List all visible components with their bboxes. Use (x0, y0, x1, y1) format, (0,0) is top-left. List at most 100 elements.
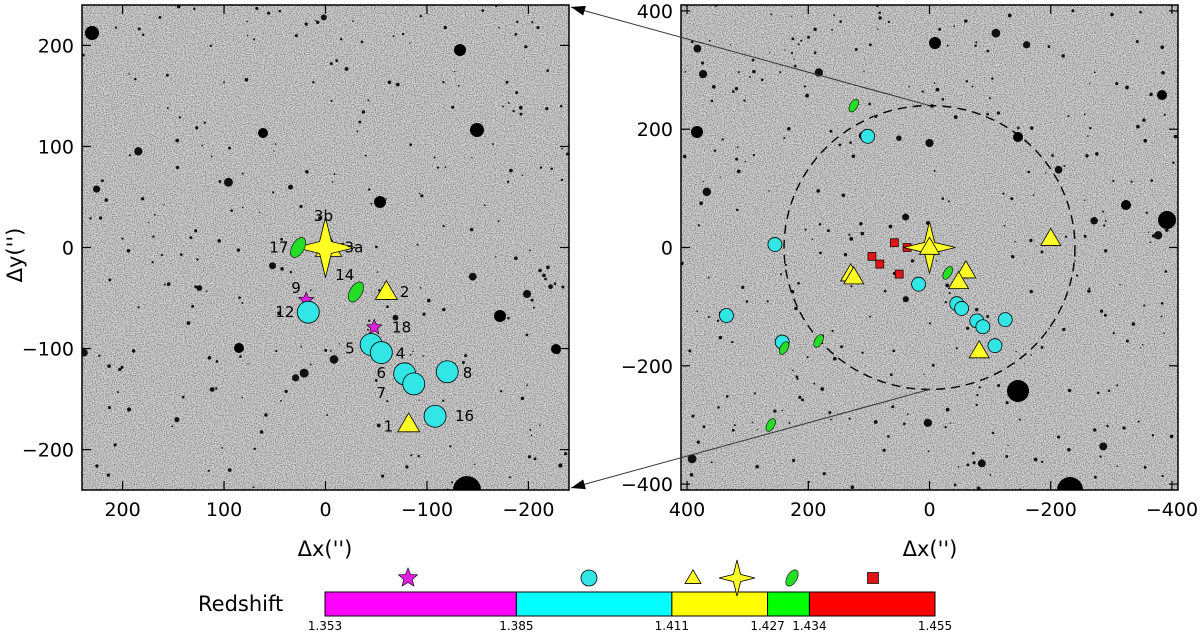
right-sky-star (708, 39, 711, 42)
left-sky-star (442, 307, 446, 312)
left-sky-star (195, 126, 199, 130)
right-sky-bright-source (1121, 200, 1131, 210)
right-sky-star (938, 27, 942, 31)
right-sky-star (698, 70, 708, 79)
right-sky-star (701, 61, 705, 65)
right-sky-star (1104, 219, 1107, 222)
right-sky-star (1142, 118, 1146, 122)
right-sky-star (822, 472, 826, 476)
left-sky-star (352, 20, 354, 23)
right-sky-star (770, 13, 773, 16)
right-sky-star (805, 93, 809, 98)
label-source-2: 2 (400, 283, 410, 301)
left-source-4 (369, 341, 393, 364)
right-circle (719, 308, 734, 323)
left-sky-star (89, 217, 92, 220)
left-sky-star (121, 237, 124, 240)
left-sky-star (207, 355, 212, 360)
left-sky-star (512, 110, 515, 113)
left-sky-star (288, 184, 294, 190)
left-sky-star (153, 213, 156, 216)
left-sky-star (420, 194, 424, 198)
left-sky-star (507, 316, 510, 320)
right-sky-star (986, 112, 990, 116)
left-sky-star (483, 204, 486, 206)
right-sky-star (787, 126, 791, 131)
right-sky-star (1005, 454, 1009, 458)
left-sky-star (473, 463, 476, 466)
right-sky-star (1022, 41, 1031, 49)
right-sky-star (797, 281, 800, 285)
right-sky-star (1149, 92, 1153, 97)
left-sky-star (194, 285, 198, 289)
left-sky-star (241, 396, 244, 399)
right-sky-star (719, 176, 721, 178)
right-xtick-label: −200 (1025, 499, 1077, 521)
right-sky-star (1141, 343, 1144, 346)
right-sky-star (710, 461, 713, 464)
left-sky-star (525, 333, 529, 337)
left-sky-star (253, 447, 256, 451)
left-sky-star (518, 105, 523, 110)
left-sky-star (223, 177, 233, 187)
left-sky-star (419, 14, 422, 18)
right-sky-star (976, 486, 981, 490)
connector-line (570, 6, 930, 107)
right-sky-star (1169, 434, 1174, 439)
left-sky-star (210, 155, 213, 158)
connector-line (570, 388, 930, 489)
left-sky-star (236, 248, 241, 252)
right-sky-star (1040, 250, 1044, 254)
left-sky-star (457, 84, 460, 87)
right-sky-star (1067, 115, 1070, 118)
left-sky-star (442, 81, 445, 84)
colorbar-label: Redshift (198, 592, 283, 616)
connector-arrowhead (571, 5, 586, 16)
label-source-3b: 3b (314, 207, 333, 225)
colorbar-tick-label: 1.411 (655, 619, 689, 633)
left-sky-bright-source (374, 196, 386, 208)
right-sky-star (1096, 391, 1100, 395)
left-sky-star (128, 73, 130, 75)
right-sky-star (1102, 210, 1105, 213)
left-sky-star (305, 169, 309, 174)
label-source-3a: 3a (345, 239, 364, 257)
right-sky-star (793, 58, 795, 60)
left-sky-star (544, 277, 547, 281)
left-sky-star (523, 289, 532, 299)
left-sky-star (203, 121, 206, 124)
left-ticks: 200 100 0 −100 −200 200 100 0 −100 −200 (22, 5, 569, 521)
right-sky-star (717, 406, 720, 409)
right-sky-star (944, 425, 947, 429)
left-sky-bright-source (494, 310, 506, 322)
label-source-8: 8 (463, 364, 473, 382)
left-sky-star (527, 455, 532, 459)
right-sky-star (1089, 83, 1091, 85)
right-sky-star (843, 252, 848, 257)
right-sky-star (996, 111, 1000, 115)
right-sky-star (935, 260, 938, 262)
left-sky-star (412, 350, 414, 352)
right-sky-star (1173, 134, 1178, 139)
right-triangle (955, 260, 977, 279)
left-sky-star (426, 298, 431, 303)
right-sky-star (731, 90, 735, 93)
right-sky-star (831, 329, 834, 333)
right-sky-star (1088, 287, 1091, 290)
right-sky-star (902, 213, 910, 221)
right-sky-star (796, 377, 799, 380)
left-sky-star (564, 452, 568, 456)
left-sky-star (436, 166, 440, 169)
left-sky-star (178, 116, 182, 119)
right-sky-star (908, 85, 910, 88)
right-sky-star (831, 28, 833, 31)
right-square (889, 238, 899, 248)
right-sky-star (859, 221, 863, 226)
left-sky-star (215, 387, 218, 390)
right-sky-star (1010, 255, 1015, 259)
left-sky-star (418, 192, 421, 195)
right-sky-star (1153, 231, 1163, 240)
left-sky-star (514, 256, 518, 260)
left-xtick-label: 100 (206, 499, 242, 521)
right-sky-star (721, 138, 724, 141)
